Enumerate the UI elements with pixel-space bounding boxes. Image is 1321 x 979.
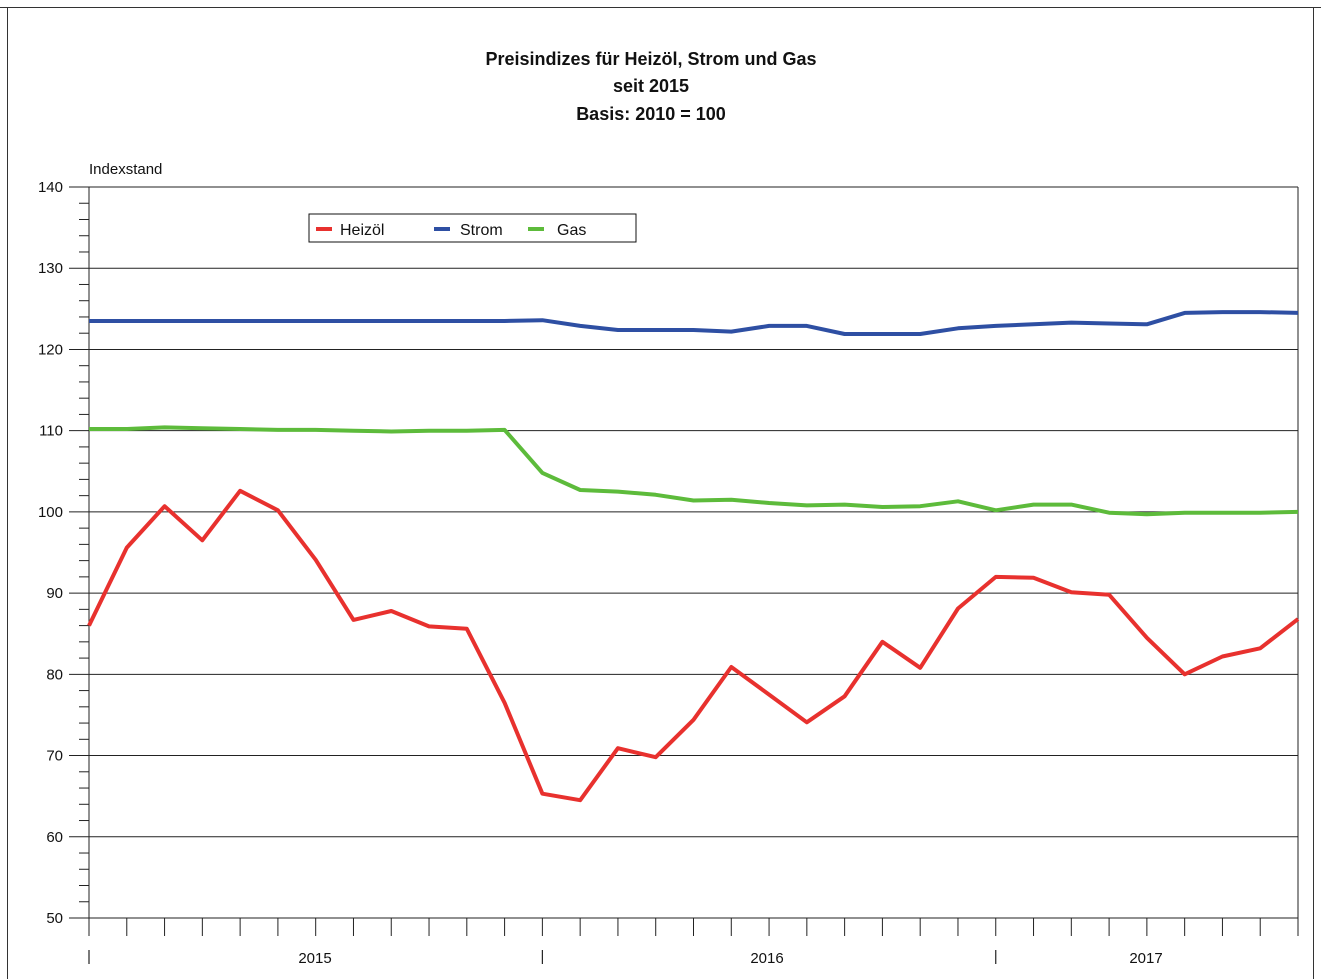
legend-box — [308, 213, 637, 243]
axes: 50 60 70 80 90 100 110 120 130 140 — [38, 179, 1299, 964]
legend-label-heizoel: Heizöl — [340, 222, 384, 239]
y-tick-label-70: 70 — [46, 748, 63, 765]
y-tick-label-130: 130 — [38, 260, 63, 277]
x-tick-label-2015: 2015 — [298, 950, 331, 967]
series-line-heizoel — [87, 488, 1300, 803]
y-tick-label-90: 90 — [46, 585, 63, 602]
legend-label-gas: Gas — [557, 222, 586, 239]
y-tick-label-100: 100 — [38, 504, 63, 521]
y-tick-label-50: 50 — [46, 910, 63, 927]
legend-label-strom: Strom — [460, 222, 503, 239]
y-axis-label: Indexstand — [89, 161, 162, 178]
series-line-strom — [89, 310, 1299, 336]
legend: Heizöl Strom Gas — [308, 213, 637, 243]
series-line-gas — [89, 425, 1299, 517]
y-tick-label-120: 120 — [38, 341, 63, 358]
chart-title-line-2: seit 2015 — [613, 76, 689, 96]
x-tick-label-2017: 2017 — [1129, 950, 1162, 967]
series-lines — [87, 310, 1300, 803]
y-tick-label-60: 60 — [46, 829, 63, 846]
y-tick-label-110: 110 — [39, 423, 63, 440]
grid-lines — [89, 186, 1298, 919]
chart-title-line-1: Preisindizes für Heizöl, Strom und Gas — [485, 49, 816, 69]
chart-title-line-3: Basis: 2010 = 100 — [576, 104, 726, 124]
x-tick-label-2016: 2016 — [750, 950, 783, 967]
y-tick-label-80: 80 — [46, 666, 63, 683]
y-tick-label-140: 140 — [38, 179, 63, 196]
